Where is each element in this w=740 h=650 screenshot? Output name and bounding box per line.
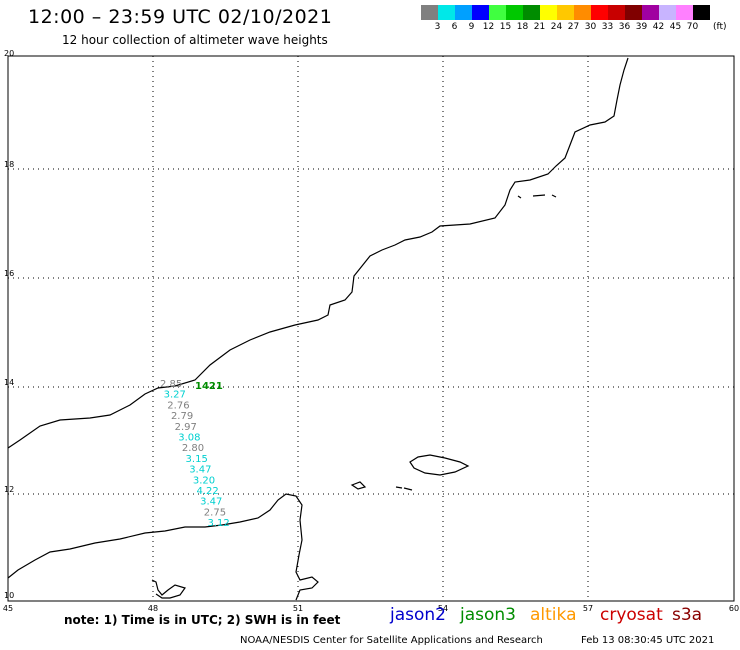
legend-swatch — [438, 5, 455, 20]
map-subtitle: 12 hour collection of altimeter wave hei… — [62, 33, 328, 47]
legend-label: 9 — [468, 22, 475, 32]
map-title: 12:00 – 23:59 UTC 02/10/2021 — [28, 6, 333, 28]
credit-line: NOAA/NESDIS Center for Satellite Applica… — [240, 635, 543, 646]
map-frame — [7, 55, 735, 602]
wave-height-value: 4.22 — [197, 486, 219, 497]
legend-swatch — [591, 5, 608, 20]
generation-timestamp: Feb 13 08:30:45 UTC 2021 — [581, 635, 715, 646]
legend-label: 3 — [434, 22, 441, 32]
legend-label: 70 — [686, 22, 699, 32]
latitude-tick-label: 20 — [4, 49, 14, 58]
wave-height-value: 2.85 — [160, 379, 182, 390]
legend-swatch — [557, 5, 574, 20]
legend-label: 12 — [482, 22, 495, 32]
longitude-tick-label: 45 — [3, 604, 13, 613]
wave-height-value: 3.27 — [164, 390, 186, 401]
legend-label: 36 — [618, 22, 631, 32]
legend-swatch — [455, 5, 472, 20]
wave-height-value: 2.97 — [175, 422, 197, 433]
latitude-tick-label: 14 — [4, 378, 14, 387]
latitude-tick-label: 16 — [4, 269, 14, 278]
pass-time-label: 1421 — [195, 381, 223, 392]
legend-swatch — [523, 5, 540, 20]
axis-tick-labels: 45 48 51 54 57 60 20 18 16 14 12 10 — [3, 49, 739, 613]
altimeter-observations: 2.853.272.762.792.973.082.803.153.473.20… — [160, 379, 230, 529]
wave-height-value: 3.47 — [200, 497, 222, 508]
legend-label: 33 — [601, 22, 614, 32]
latitude-tick-label: 12 — [4, 485, 14, 494]
legend-swatch — [693, 5, 710, 20]
wave-height-value: 3.15 — [186, 454, 208, 465]
satellite-jason3: jason3 — [460, 605, 516, 625]
wave-height-value: 2.76 — [167, 400, 189, 411]
wave-height-value: 2.75 — [204, 507, 226, 518]
longitude-tick-label: 54 — [438, 604, 448, 613]
legend-label: 15 — [499, 22, 512, 32]
wave-height-value: 2.80 — [182, 443, 204, 454]
legend-swatch — [421, 5, 438, 20]
legend-swatch — [540, 5, 557, 20]
satellite-s3a: s3a — [672, 605, 703, 625]
satellite-jason2: jason2 — [390, 605, 446, 625]
wave-height-value: 3.20 — [193, 475, 215, 486]
latitude-tick-label: 18 — [4, 160, 14, 169]
wave-height-value: 3.12 — [207, 518, 229, 529]
legend-swatch — [659, 5, 676, 20]
legend-swatch — [642, 5, 659, 20]
legend-swatch — [472, 5, 489, 20]
longitude-tick-label: 57 — [583, 604, 593, 613]
legend-label: 6 — [451, 22, 458, 32]
satellite-cryosat: cryosat — [600, 605, 663, 625]
coastline — [7, 57, 629, 601]
legend-label: 30 — [584, 22, 597, 32]
legend-label: 21 — [533, 22, 546, 32]
legend-swatch — [489, 5, 506, 20]
wave-height-value: 2.79 — [171, 411, 193, 422]
longitude-tick-label: 48 — [148, 604, 158, 613]
wave-height-value: 3.47 — [189, 465, 211, 476]
legend-label: 24 — [550, 22, 563, 32]
lat-lon-grid — [8, 56, 734, 601]
legend-label: 39 — [635, 22, 648, 32]
legend-label: 18 — [516, 22, 529, 32]
satellite-altika: altika — [530, 605, 577, 625]
legend-swatch — [506, 5, 523, 20]
latitude-tick-label: 10 — [4, 591, 14, 600]
legend-swatch — [574, 5, 591, 20]
wave-height-value: 3.08 — [178, 433, 200, 444]
legend-label: 27 — [567, 22, 580, 32]
legend-swatch — [625, 5, 642, 20]
legend-swatch — [608, 5, 625, 20]
longitude-tick-label: 60 — [729, 604, 739, 613]
legend-label: 42 — [652, 22, 665, 32]
legend-label: 45 — [669, 22, 682, 32]
legend-unit: (ft) — [713, 22, 727, 32]
footer-note: note: 1) Time is in UTC; 2) SWH is in fe… — [64, 613, 341, 627]
longitude-tick-label: 51 — [293, 604, 303, 613]
legend-swatch — [676, 5, 693, 20]
